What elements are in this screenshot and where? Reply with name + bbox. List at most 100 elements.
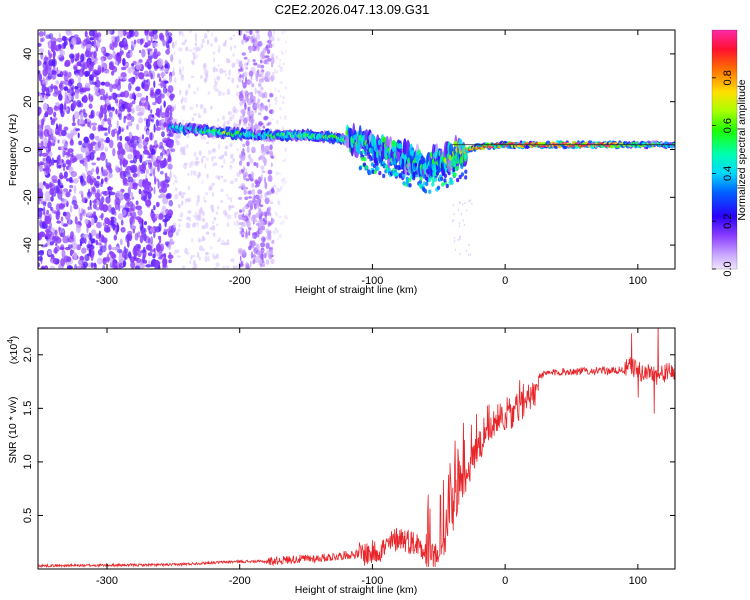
spectrogram-cell (201, 248, 205, 252)
spectrogram-cell (146, 168, 149, 175)
spectrogram-cell (278, 215, 282, 218)
spectrogram-cell (43, 115, 46, 123)
spectrogram-cell (97, 124, 102, 132)
spectrogram-cell (238, 94, 244, 99)
spectrogram-cell (44, 215, 48, 225)
spectrogram-cell (78, 207, 81, 217)
spectrogram-cell (86, 170, 93, 177)
spectrogram-ridge-cell (433, 177, 437, 182)
spectrogram-cell (195, 199, 199, 207)
spectrogram-cell (109, 83, 113, 93)
spectrogram-cell (204, 222, 209, 229)
spectrogram-cell (135, 104, 141, 112)
spectrogram-cell (240, 249, 243, 256)
spectrogram-cell (245, 76, 247, 85)
spectrogram-cell (102, 257, 107, 265)
spectrogram-cell (178, 47, 183, 52)
spectrogram-cell (254, 256, 260, 263)
scale-factor-close: ) (8, 336, 20, 340)
spectrogram-cell (198, 47, 201, 52)
spectrogram-cell (167, 139, 174, 149)
spectrogram-cell (201, 157, 204, 164)
spectrogram-cell (158, 251, 163, 259)
spectrogram-cell (261, 170, 266, 174)
spectrogram-cell (273, 154, 276, 159)
spectrogram-cell (188, 30, 193, 33)
spectrogram-cell (174, 187, 178, 192)
spectrogram-cell (178, 58, 181, 65)
spectrogram-cell (79, 119, 85, 125)
spectrogram-cell (68, 166, 72, 170)
spectrogram-cell (252, 258, 256, 265)
spectrogram-cell (213, 162, 218, 166)
spectrogram-cell (226, 88, 231, 94)
spectrogram-cell (258, 82, 262, 88)
spectrogram-cell (283, 97, 285, 100)
spectrogram-cell (162, 231, 168, 236)
spectrogram-cell (207, 91, 211, 95)
spectrogram-cell (257, 40, 263, 47)
spectrogram-cell (226, 265, 230, 269)
spectrogram-cell (102, 204, 109, 213)
spectrogram-cell (267, 174, 273, 183)
spectrogram-cell (246, 146, 250, 153)
spectrogram-cell (42, 94, 45, 98)
spectrogram-cell (231, 205, 235, 209)
spectrogram-cell (239, 154, 242, 159)
spectrogram-cell (99, 138, 105, 143)
spectrogram-cell (53, 235, 60, 242)
spectrogram-cell (118, 125, 121, 135)
spectrogram-cell (114, 99, 118, 104)
spectrogram-cell (129, 49, 133, 58)
spectrogram-cell (154, 176, 157, 185)
chart-title: C2E2.2026.047.13.09.G31 (275, 2, 430, 17)
spectrogram-cell (248, 227, 252, 231)
spectrogram-cell (205, 251, 209, 256)
spectrogram-cell (74, 85, 79, 90)
spectrogram-ridge-cell (424, 189, 428, 194)
spectrogram-cell (262, 47, 267, 54)
spectrogram-cell (191, 61, 195, 66)
spectrogram-cell (139, 100, 142, 107)
spectrogram-cell (159, 243, 165, 252)
colorbar-tick-label: 0.8 (722, 70, 734, 85)
spectrogram-cell (241, 79, 244, 84)
spectrogram-cell (150, 116, 156, 120)
spectrogram-cell (67, 236, 75, 243)
spectrogram-cell (74, 216, 78, 225)
spectrogram-cell (264, 105, 269, 112)
spectrogram-cell (169, 170, 172, 179)
spectrogram-cell (468, 253, 470, 257)
spectrogram-cell (88, 94, 94, 103)
spectrogram-cell (245, 178, 250, 182)
spectrogram-cell (144, 42, 148, 48)
spectrogram-cell (155, 243, 161, 252)
spectrogram-cell (172, 104, 175, 110)
spectrogram-cell (101, 169, 108, 177)
spectrogram-cell (122, 76, 128, 81)
spectrogram-cell (140, 38, 144, 45)
spectrogram-cell (133, 39, 137, 45)
spectrogram-cell (59, 103, 64, 112)
spectrogram-cell (175, 231, 179, 236)
spectrogram-cell (159, 32, 164, 40)
spectrogram-cell (69, 53, 75, 59)
spectrogram-cell (89, 199, 92, 208)
spectrogram-cell (197, 212, 202, 218)
spectrogram-cell (64, 171, 67, 180)
spectrogram-cell (248, 214, 251, 219)
spectrogram-cell (73, 252, 78, 260)
spectrogram-cell (46, 229, 53, 238)
spectrogram-cell (38, 231, 46, 238)
spectrogram-cell (124, 31, 131, 36)
spectrogram-cell (88, 248, 92, 254)
spectrogram-cell (206, 141, 210, 145)
spectrogram-cell (91, 162, 96, 166)
spectrogram-cell (132, 135, 139, 141)
spectrogram-cell (136, 111, 143, 117)
spectrogram-cell (61, 159, 64, 164)
spectrogram-cell (279, 62, 281, 68)
spectrogram-cell (144, 30, 149, 36)
spectrogram-cell (131, 63, 134, 67)
